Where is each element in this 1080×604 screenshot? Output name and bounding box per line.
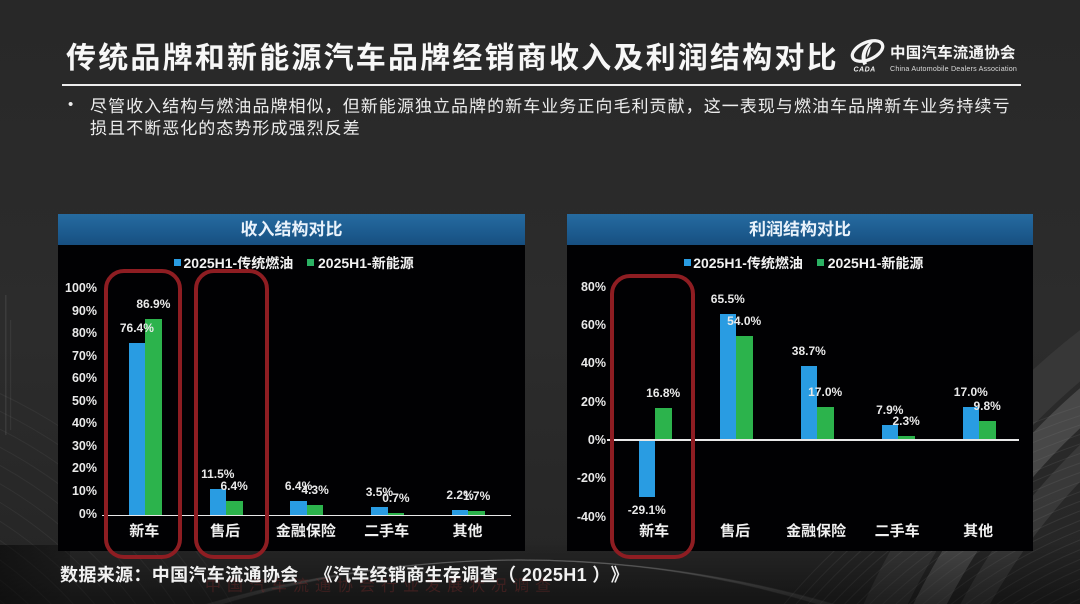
svg-text:CADA: CADA — [854, 67, 876, 74]
